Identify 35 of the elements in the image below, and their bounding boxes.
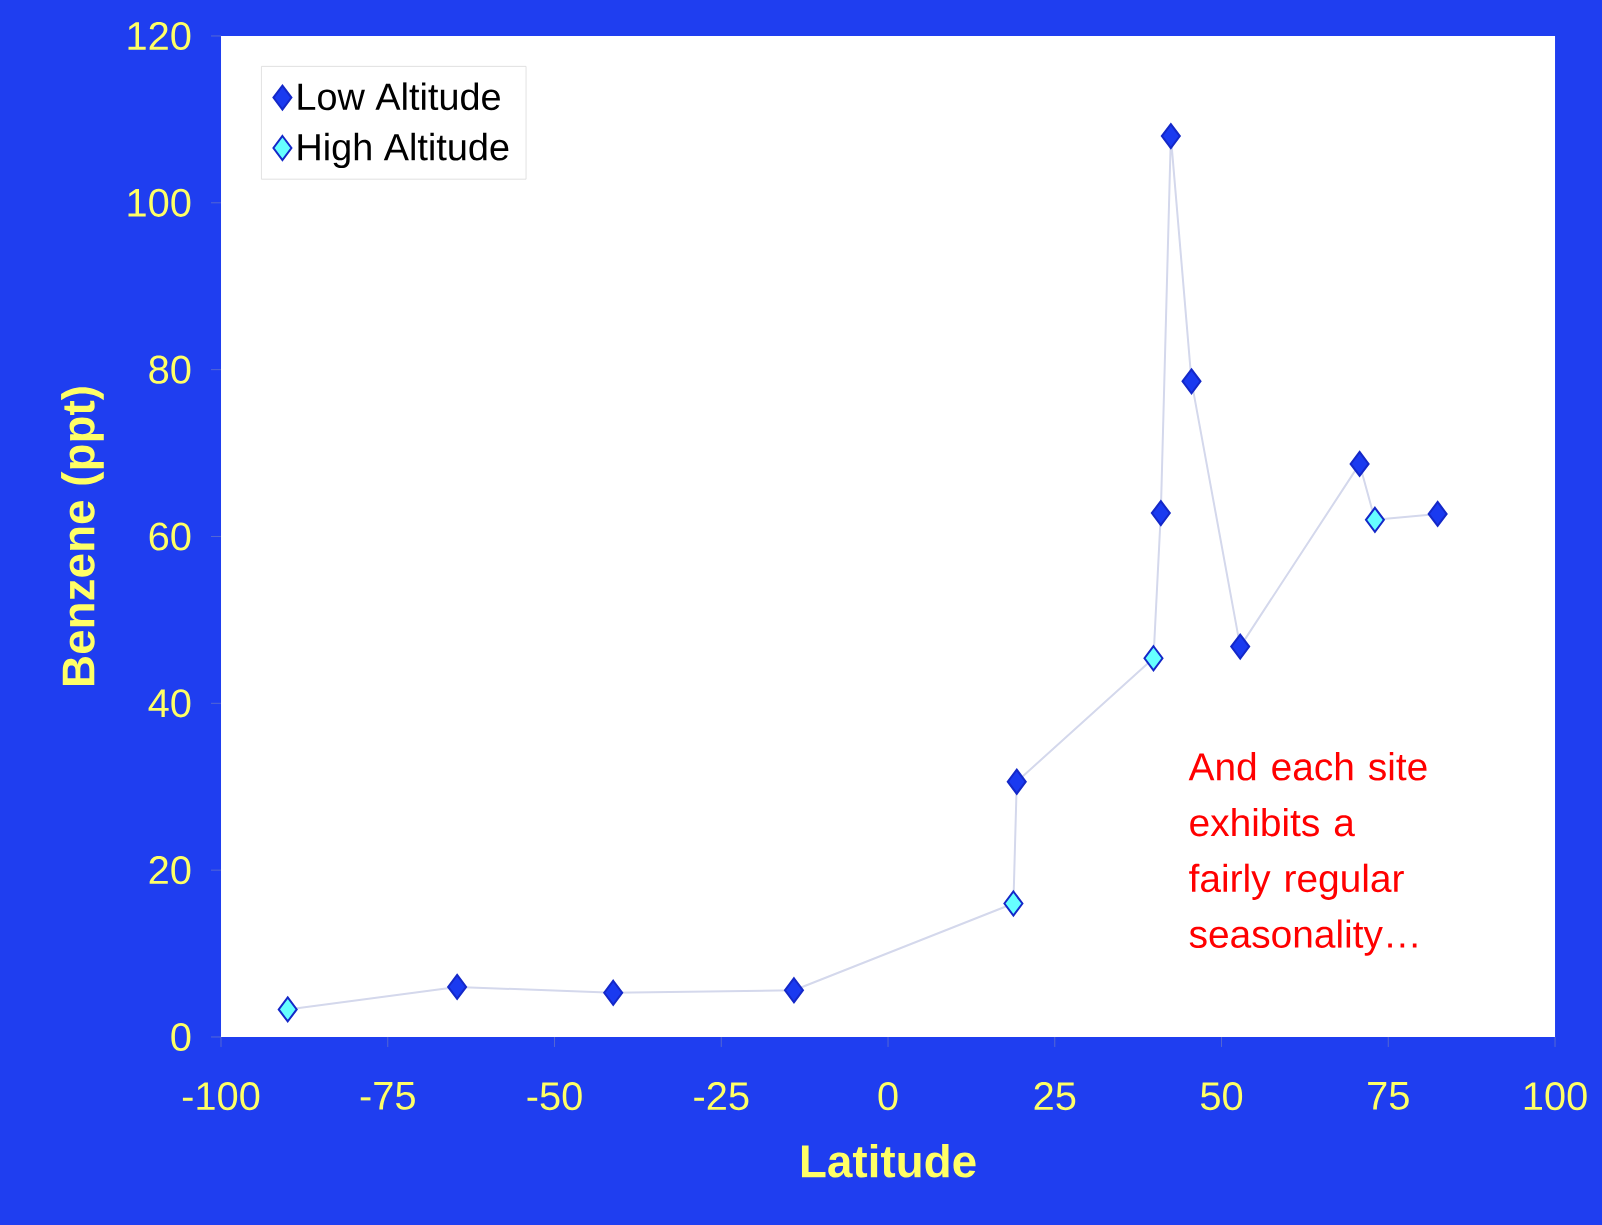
y-tick-label: 0 xyxy=(171,1022,191,1052)
y-tick-label: 20 xyxy=(149,856,191,885)
legend-label: High Altitude xyxy=(298,132,509,169)
x-tick-label: 50 xyxy=(1200,1082,1243,1111)
point xyxy=(1427,500,1448,527)
x-tick-label: -75 xyxy=(360,1082,415,1110)
y-tick-label: 40 xyxy=(148,689,191,718)
x-tick-label: 75 xyxy=(1368,1082,1409,1110)
x-tick-label: 100 xyxy=(1524,1082,1587,1111)
point xyxy=(1230,633,1251,660)
y-tick-label: 100 xyxy=(128,188,191,217)
x-tick-label: 0 xyxy=(878,1082,898,1111)
point xyxy=(603,979,624,1006)
x-tick-label: -100 xyxy=(182,1082,260,1111)
point xyxy=(1160,123,1181,150)
annotation: And each site exhibits a fairly regular seasonality… xyxy=(1188,752,1427,956)
x-tick-label: -50 xyxy=(527,1082,582,1111)
point xyxy=(447,973,468,1000)
y-tick-label: 60 xyxy=(149,522,191,551)
point xyxy=(1364,506,1385,533)
point xyxy=(1003,890,1024,917)
point xyxy=(1150,500,1171,527)
y-tick-label: 120 xyxy=(128,21,191,51)
point xyxy=(1006,768,1027,795)
point xyxy=(277,996,298,1023)
legend-label: Low Altitude xyxy=(298,82,500,111)
y-axis-title: Benzene (ppt) xyxy=(61,387,104,685)
point xyxy=(1181,368,1202,395)
point xyxy=(1349,450,1370,477)
point xyxy=(1143,645,1164,672)
y-tick-label: 80 xyxy=(149,355,191,384)
x-tick-label: 25 xyxy=(1034,1082,1076,1111)
x-tick-label: -25 xyxy=(694,1082,749,1111)
point xyxy=(783,977,804,1004)
x-axis-title: Latitude xyxy=(801,1143,976,1178)
